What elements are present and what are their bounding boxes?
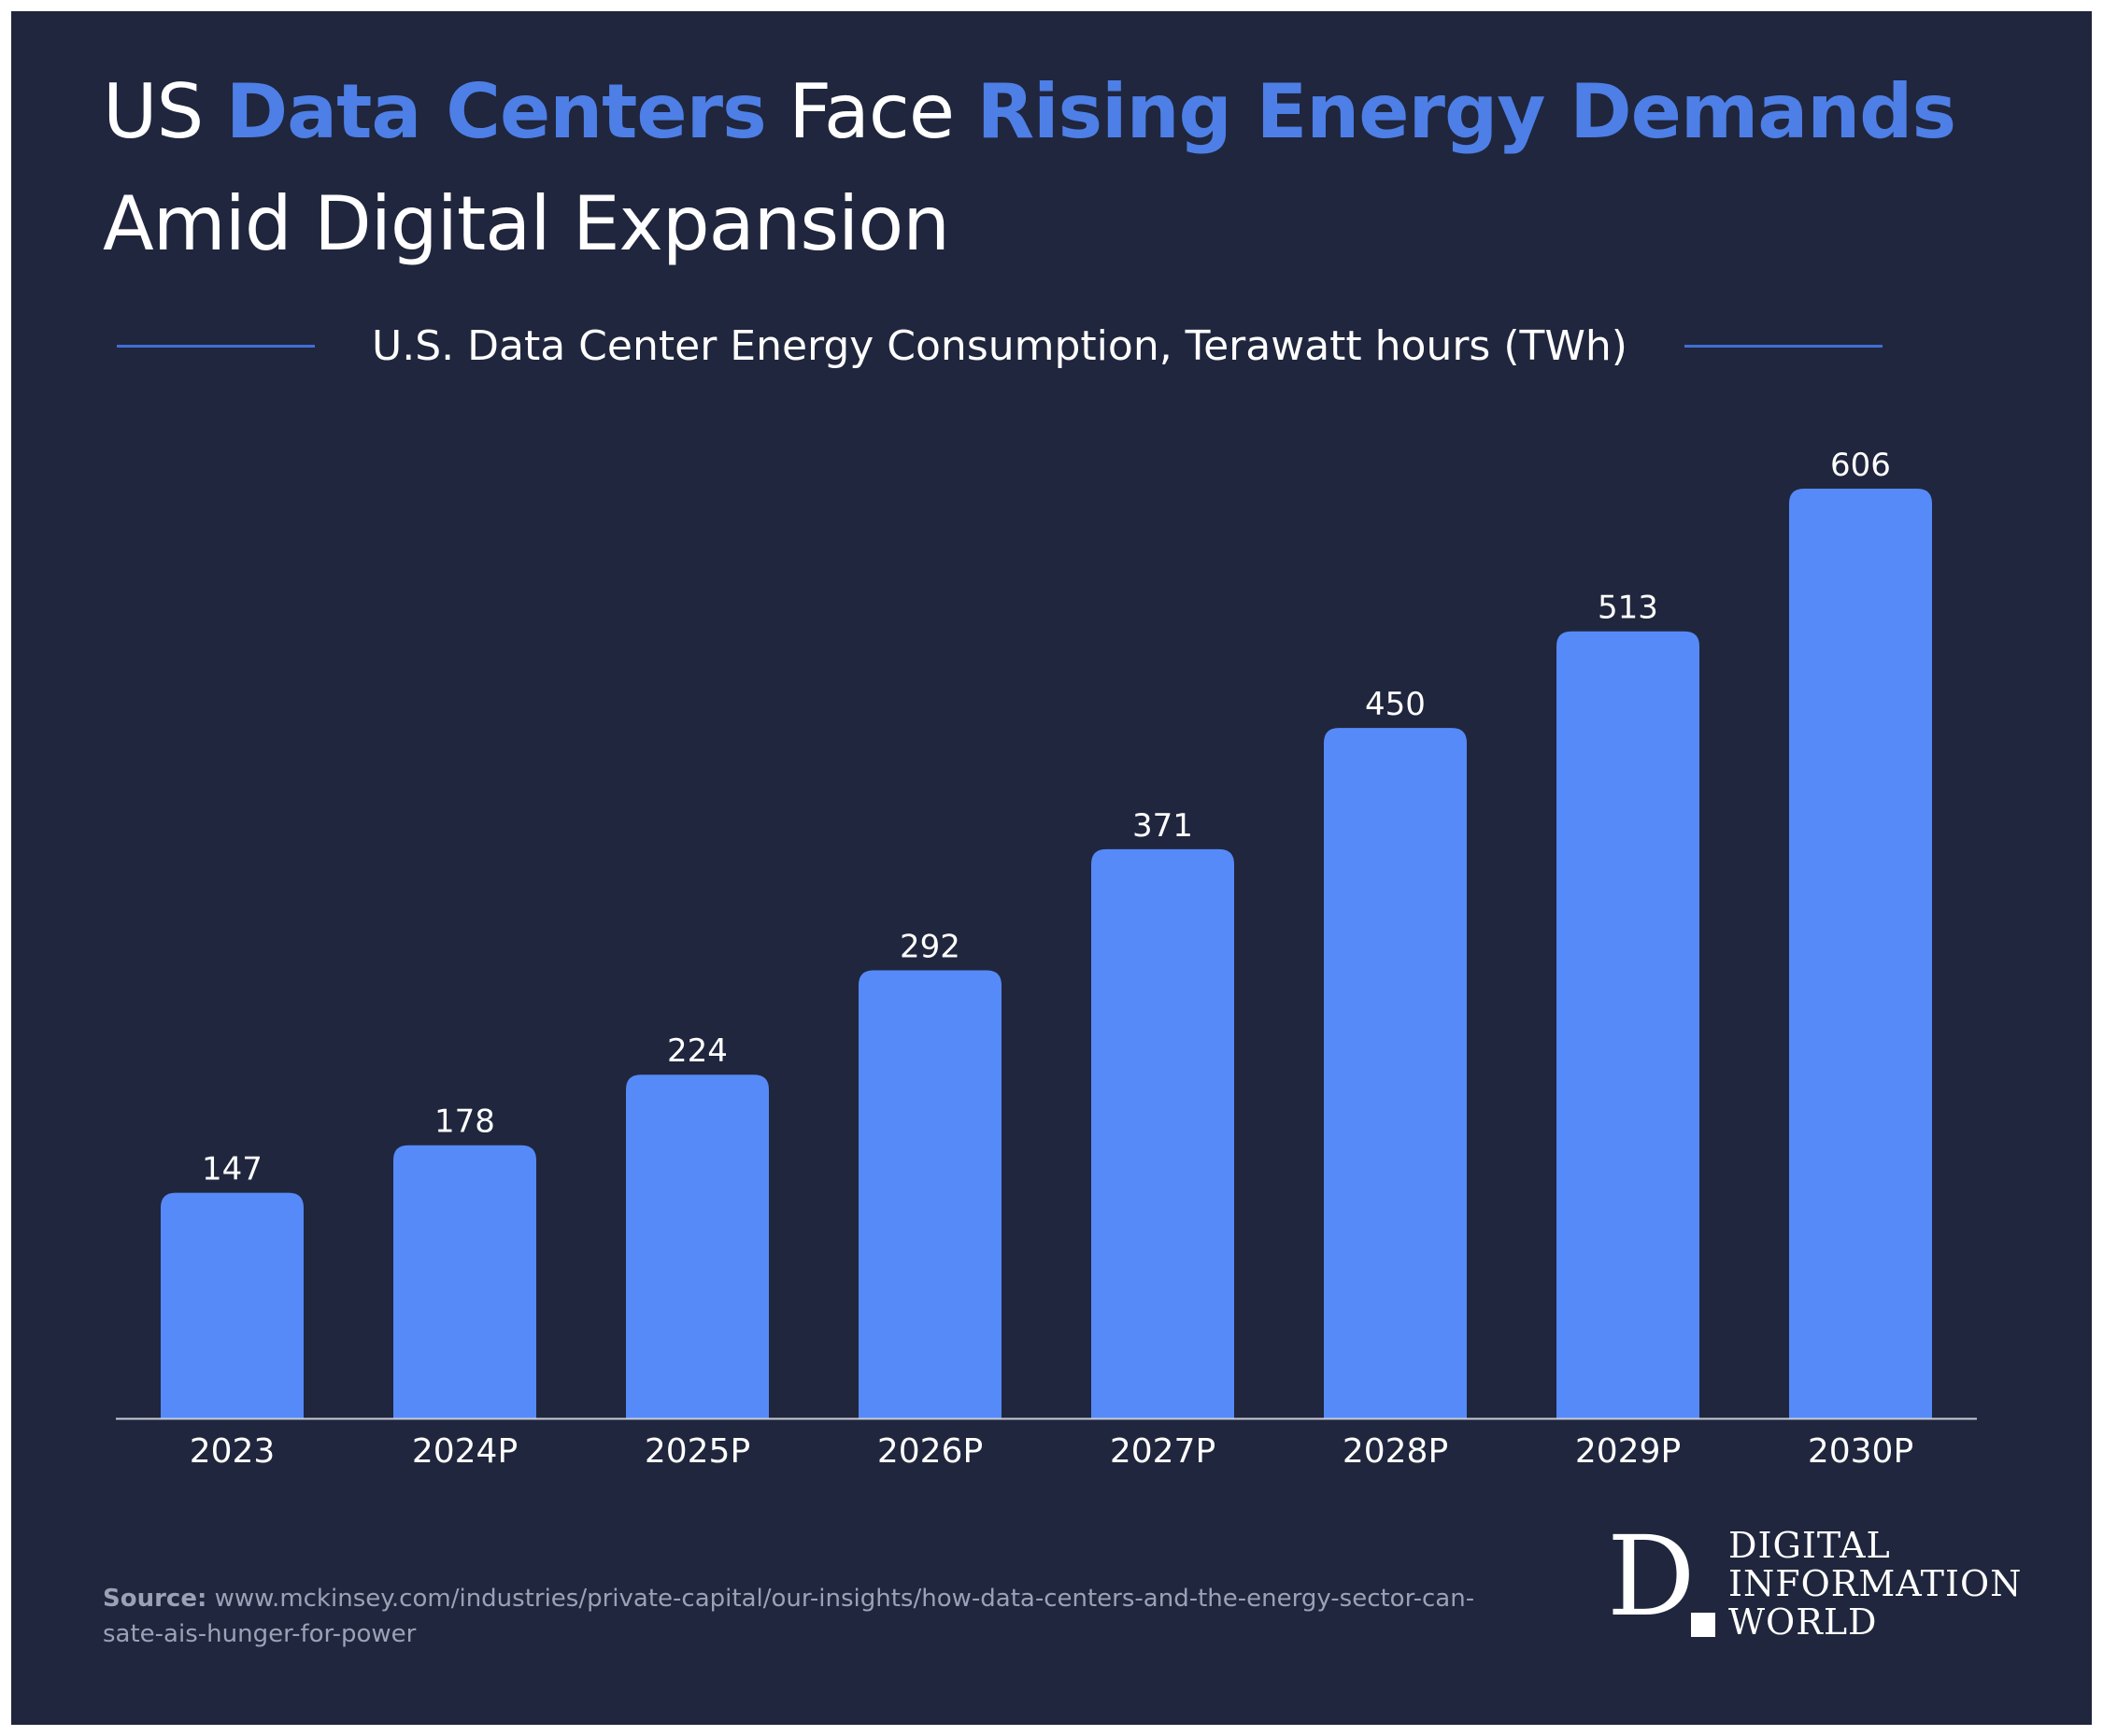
data-label-2025P: 224	[667, 1032, 728, 1070]
subtitle-rule-right	[1684, 344, 1883, 348]
x-tick-2027P: 2027P	[1110, 1432, 1215, 1471]
page-title: US Data Centers Face Rising Energy Deman…	[103, 56, 2046, 280]
x-tick-2026P: 2026P	[877, 1432, 983, 1471]
logo-line-3: WORLD	[1728, 1601, 1878, 1643]
bar-2028P	[1324, 728, 1467, 1418]
logo-letter: D	[1607, 1512, 1696, 1641]
logo-square-icon	[1691, 1613, 1715, 1637]
source-note: Source: www.mckinsey.com/industries/priv…	[103, 1581, 1523, 1652]
infographic-card	[11, 11, 2092, 1725]
title-highlight-energy-demands: Rising Energy Demands	[976, 68, 1957, 155]
bar-2029P	[1556, 631, 1699, 1418]
data-label-2024P: 178	[434, 1103, 495, 1141]
logo-wordmark: DIGITAL INFORMATION WORLD	[1728, 1527, 2022, 1642]
chart-title: U.S. Data Center Energy Consumption, Ter…	[372, 321, 1627, 370]
data-label-2030P: 606	[1830, 447, 1891, 484]
data-label-2028P: 450	[1365, 686, 1426, 723]
x-tick-2028P: 2028P	[1343, 1432, 1448, 1471]
title-part-2: Face	[765, 68, 977, 155]
brand-logo: D DIGITAL INFORMATION WORLD	[1607, 1515, 2021, 1644]
bar-2025P	[626, 1074, 769, 1418]
title-part-1: US	[103, 68, 226, 155]
data-label-2027P: 371	[1132, 807, 1193, 845]
x-tick-2025P: 2025P	[645, 1432, 750, 1471]
title-part-3: Amid Digital Expansion	[103, 180, 950, 267]
bar-2024P	[393, 1145, 536, 1418]
x-tick-2030P: 2030P	[1808, 1432, 1913, 1471]
x-tick-2023: 2023	[190, 1432, 276, 1471]
data-label-2026P: 292	[900, 929, 960, 966]
bar-2030P	[1789, 489, 1932, 1418]
source-label: Source:	[103, 1585, 207, 1613]
logo-line-1: DIGITAL	[1728, 1525, 1891, 1566]
data-label-2023: 147	[202, 1151, 263, 1188]
source-url: www.mckinsey.com/industries/private-capi…	[103, 1585, 1475, 1648]
x-tick-2024P: 2024P	[412, 1432, 518, 1471]
title-highlight-data-centers: Data Centers	[225, 68, 767, 155]
bar-2023	[161, 1192, 304, 1418]
chart-subtitle-row: U.S. Data Center Energy Consumption, Ter…	[117, 313, 1883, 378]
subtitle-rule-left	[117, 344, 315, 348]
x-tick-2029P: 2029P	[1575, 1432, 1681, 1471]
data-label-2029P: 513	[1598, 590, 1658, 627]
bar-2026P	[859, 970, 1002, 1418]
logo-line-2: INFORMATION	[1728, 1563, 2023, 1604]
bar-2027P	[1091, 848, 1234, 1418]
